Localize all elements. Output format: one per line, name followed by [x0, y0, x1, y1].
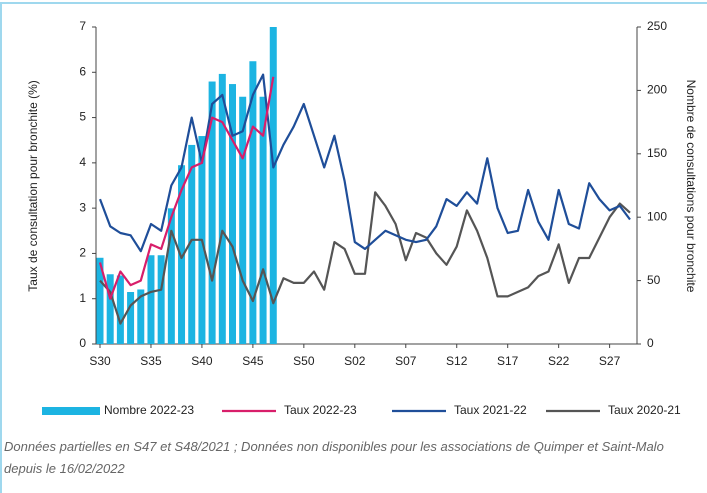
bar — [167, 208, 175, 344]
bar — [208, 81, 216, 345]
y-tick-label: 1 — [79, 291, 86, 305]
x-tick-label: S27 — [599, 354, 621, 368]
y-tick-label: 3 — [79, 200, 86, 214]
bar — [269, 27, 277, 344]
bar — [249, 61, 257, 345]
y-axis-title: Taux de consultation pour bronchite (%) — [26, 80, 40, 291]
y-tick-label: 0 — [79, 336, 86, 350]
y2-tick-label: 200 — [647, 83, 667, 97]
x-tick-label: S35 — [140, 354, 162, 368]
legend-label: Taux 2020-21 — [608, 403, 681, 417]
bar — [127, 292, 135, 344]
legend-label: Nombre 2022-23 — [104, 403, 194, 417]
x-tick-label: S30 — [89, 354, 111, 368]
bar — [106, 274, 114, 344]
y2-tick-label: 100 — [647, 209, 667, 223]
y2-tick-label: 150 — [647, 146, 667, 160]
bar — [239, 96, 247, 345]
legend-label: Taux 2021-22 — [454, 403, 527, 417]
y-tick-label: 5 — [79, 110, 86, 124]
footnote: Données partielles en S47 et S48/2021 ; … — [4, 439, 664, 476]
x-tick-label: S50 — [293, 354, 315, 368]
bar — [188, 144, 196, 344]
bar — [116, 275, 124, 344]
legend-label: Taux 2022-23 — [284, 403, 357, 417]
line — [98, 73, 631, 253]
bar — [259, 96, 267, 345]
bar — [229, 84, 236, 344]
x-tick-label: S17 — [497, 354, 519, 368]
x-tick-label: S12 — [446, 354, 468, 368]
y-tick-label: 2 — [79, 246, 86, 260]
y-tick-label: 6 — [79, 64, 86, 78]
x-tick-label: S40 — [191, 354, 213, 368]
bar — [218, 73, 226, 344]
x-tick-label: S02 — [344, 354, 366, 368]
y-tick-label: 7 — [79, 19, 86, 33]
bar — [157, 255, 165, 344]
bar — [147, 255, 155, 344]
y2-tick-label: 0 — [647, 336, 654, 350]
line — [98, 76, 275, 300]
line — [99, 191, 631, 325]
y2-tick-label: 50 — [647, 273, 661, 287]
legend-swatch — [42, 407, 100, 415]
bar — [96, 257, 104, 344]
bar — [137, 289, 145, 344]
x-tick-label: S22 — [548, 354, 570, 368]
x-tick-label: S07 — [395, 354, 417, 368]
y2-axis-title: Nombre de consultations pour bronchite — [684, 80, 698, 293]
x-tick-label: S45 — [242, 354, 264, 368]
y2-tick-label: 250 — [647, 19, 667, 33]
bar — [178, 165, 186, 344]
y-tick-label: 4 — [79, 155, 86, 169]
